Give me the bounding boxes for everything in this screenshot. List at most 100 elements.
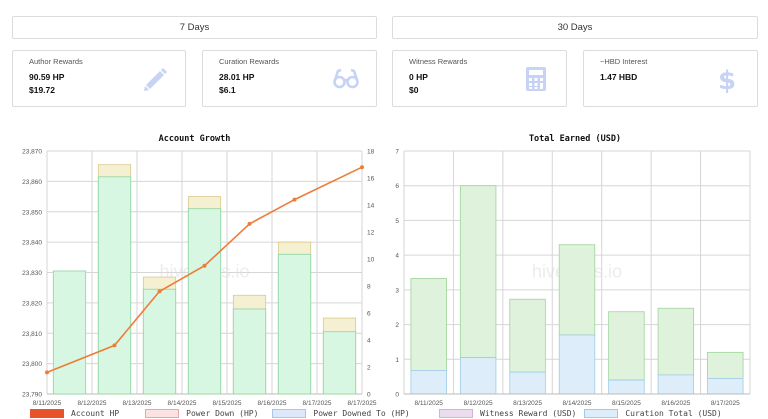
point-account-hp <box>247 221 252 226</box>
witness-rewards-card: Witness Rewards 0 HP $0 <box>392 50 567 107</box>
y2-tick-label: 16 <box>367 176 375 183</box>
point-account-hp <box>45 370 49 375</box>
y-tick-label: 23,820 <box>22 300 42 307</box>
bar-curation-total <box>558 334 596 395</box>
x-tick-label: 8/17/2025 <box>303 400 332 407</box>
legend-item-curation-total[interactable]: Curation Total (USD) <box>584 409 722 418</box>
author-rewards-card: Author Rewards 90.59 HP $19.72 <box>12 50 186 107</box>
x-tick-label: 8/14/2025 <box>168 400 197 407</box>
legend-item-witness-reward[interactable]: Witness Reward (USD) <box>439 409 576 418</box>
author-rewards-hp: 90.59 HP <box>29 72 65 82</box>
curation-rewards-hp: 28.01 HP <box>219 72 255 82</box>
x-tick-label: 8/15/2025 <box>213 400 242 407</box>
legend-label-curation-total: Curation Total (USD) <box>625 409 722 418</box>
bar-power-downed-to <box>232 308 267 395</box>
bar-curation-total <box>707 377 744 395</box>
point-account-hp <box>202 263 207 268</box>
legend-label-power-downed-to: Power Downed To (HP) <box>313 409 410 418</box>
y-tick-label: 23,840 <box>22 240 42 247</box>
x-tick-label: 8/15/2025 <box>612 400 641 407</box>
y2-tick-label: 4 <box>367 338 371 345</box>
curation-rewards-label: Curation Rewards <box>219 57 280 66</box>
bar-curation-total <box>657 374 695 395</box>
tab-7-days[interactable]: 7 Days <box>12 16 377 39</box>
legend-item-account-hp[interactable]: Account HP <box>30 409 119 418</box>
y2-tick-label: 0 <box>367 392 371 399</box>
y2-tick-label: 2 <box>367 365 371 372</box>
legend-swatch-power-down <box>145 409 180 418</box>
x-tick-label: 8/11/2025 <box>33 400 62 407</box>
bar-author-total <box>509 298 546 373</box>
bar-power-downed-to <box>97 176 132 395</box>
bar-curation-total <box>509 371 546 395</box>
curation-rewards-usd: $6.1 <box>219 85 236 95</box>
y-tick-label: 1 <box>395 357 399 364</box>
point-account-hp <box>112 343 117 348</box>
curation-rewards-card: Curation Rewards 28.01 HP $6.1 <box>202 50 377 107</box>
y-tick-label: 23,800 <box>22 361 42 368</box>
y-tick-label: 23,810 <box>22 331 42 338</box>
legend-label-power-down: Power Down (HP) <box>186 409 259 418</box>
account-growth-title: Account Growth <box>158 134 231 144</box>
x-tick-label: 8/16/2025 <box>258 400 287 407</box>
y2-tick-label: 14 <box>367 203 375 210</box>
y-tick-label: 23,850 <box>22 209 42 216</box>
tab-7-days-label: 7 Days <box>179 22 210 33</box>
legend-item-power-downed-to[interactable]: Power Downed To (HP) <box>272 409 410 418</box>
svg-text:$: $ <box>718 66 736 93</box>
legend-item-power-down[interactable]: Power Down (HP) <box>145 409 258 418</box>
x-tick-label: 8/16/2025 <box>661 400 690 407</box>
bar-power-downed-to <box>277 253 312 395</box>
legend-swatch-witness-reward <box>439 409 473 418</box>
legend-swatch-power-downed-to <box>272 409 307 418</box>
bar-curation-total <box>459 357 497 395</box>
bar-author-total <box>558 244 596 336</box>
bar-power-downed-to <box>52 270 87 395</box>
hbd-interest-label: ~HBD Interest <box>600 57 648 66</box>
total-earned-title: Total Earned (USD) <box>528 134 622 144</box>
y-tick-label: 7 <box>395 149 399 156</box>
y-tick-label: 3 <box>395 287 399 294</box>
bar-author-total <box>657 307 695 376</box>
bar-author-total <box>707 351 744 379</box>
bar-curation-total <box>608 379 645 395</box>
y-tick-label: 23,860 <box>22 179 42 186</box>
y2-tick-label: 8 <box>367 284 371 291</box>
y2-tick-label: 6 <box>367 311 371 318</box>
witness-rewards-label: Witness Rewards <box>409 57 468 66</box>
x-tick-label: 8/11/2025 <box>414 400 443 407</box>
x-tick-label: 8/14/2025 <box>563 400 592 407</box>
glasses-icon <box>333 68 359 89</box>
y-tick-label: 23,790 <box>22 392 42 399</box>
point-account-hp <box>292 197 297 202</box>
point-account-hp <box>360 165 364 170</box>
bar-power-downed-to <box>187 208 222 395</box>
author-rewards-label: Author Rewards <box>29 57 83 66</box>
y-tick-label: 4 <box>395 253 399 260</box>
bar-curation-total <box>410 369 447 395</box>
bar-author-total <box>608 311 645 381</box>
pencil-icon <box>144 68 167 91</box>
legend-label-account-hp: Account HP <box>71 409 120 418</box>
calculator-icon <box>526 67 546 91</box>
dollar-icon: $ <box>718 66 736 93</box>
hbd-interest-card: ~HBD Interest 1.47 HBD $ <box>583 50 758 107</box>
y2-tick-label: 18 <box>367 149 375 156</box>
legend-label-witness-reward: Witness Reward (USD) <box>480 409 577 418</box>
bar-author-total <box>459 185 497 358</box>
x-tick-label: 8/12/2025 <box>464 400 493 407</box>
y2-tick-label: 10 <box>367 257 375 264</box>
bar-power-downed-to <box>322 331 357 395</box>
bar-author-total <box>410 278 447 371</box>
bar-power-downed-to <box>142 288 177 395</box>
account-growth-legend: Account HP Power Down (HP) Power Downed … <box>30 408 410 419</box>
x-tick-label: 8/17/2025 <box>711 400 740 407</box>
tab-30-days-label: 30 Days <box>557 22 593 33</box>
point-account-hp <box>157 289 162 294</box>
x-tick-label: 8/13/2025 <box>513 400 542 407</box>
y-tick-label: 23,870 <box>22 149 42 156</box>
y-tick-label: 5 <box>395 218 399 225</box>
tab-30-days[interactable]: 30 Days <box>392 16 758 39</box>
